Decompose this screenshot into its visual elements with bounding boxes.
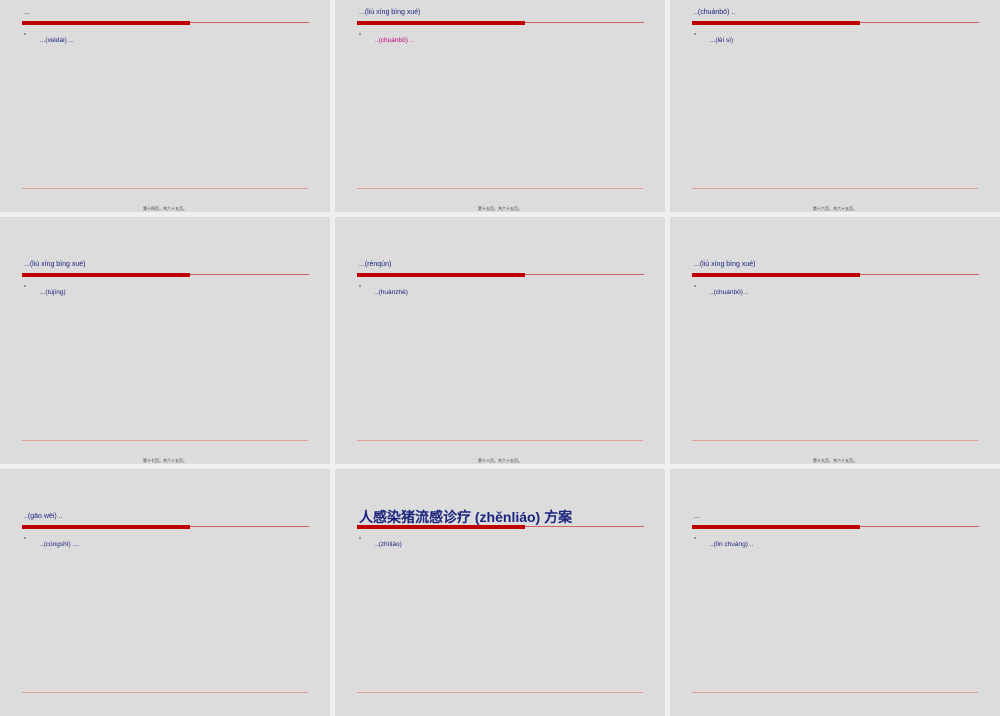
footer-rule (357, 692, 643, 693)
bullet (694, 537, 696, 539)
slide-title: ...(liú xíng bìng xué) (694, 261, 756, 268)
slide-title: ..(chuánbō) .. (694, 9, 736, 16)
title-bar (692, 525, 860, 529)
slide-footer: 第十六页，共六十五页。 (813, 206, 857, 211)
slide-footer: 第十五页，共六十五页。 (478, 206, 522, 211)
slide-footer: 第十四页，共六十五页。 (143, 206, 187, 211)
bullet (24, 33, 26, 35)
title-bar (357, 525, 525, 529)
slide-title: ...(rénqún) (359, 261, 392, 268)
slide-title: 人感染猪流感诊疗 (zhěnliáo) 方案 (359, 509, 573, 525)
slide-body: ..(huànzhě) (375, 289, 408, 296)
title-bar (357, 273, 525, 277)
bullet (24, 537, 26, 539)
slide-thumbnail[interactable]: ... ...(xiédài) ... 第十四页，共六十五页。 (0, 0, 330, 212)
footer-rule (357, 440, 643, 441)
slide-body: ..(chuánbō) .. (375, 37, 414, 44)
slide-body: ...(lèi sì) (710, 37, 734, 44)
slide-title: ...(liú xíng bìng xué) (24, 261, 86, 268)
slide-thumbnail[interactable]: ...(rénqún) ..(huànzhě) 第十八页，共六十五页。 (335, 217, 665, 464)
footer-rule (692, 440, 978, 441)
slide-body: ..(zhìliáo) (375, 541, 402, 548)
title-bar (357, 21, 525, 25)
slide-thumbnail[interactable]: ...(liú xíng bìng xué) ...(tújìng) 第十七页，共六… (0, 217, 330, 464)
title-bar (22, 21, 190, 25)
title-bar (22, 525, 190, 529)
slide-title: ... (24, 9, 30, 16)
slide-thumbnail[interactable]: 人感染猪流感诊疗 (zhěnliáo) 方案 ..(zhìliáo) (335, 469, 665, 716)
slide-thumbnail[interactable]: ...(liú xíng bìng xué) ..(chuánbō) .. 第十五页… (335, 0, 665, 212)
slide-thumbnail[interactable]: ...(liú xíng bìng xué) ..(chuánbō) .. 第十九页… (670, 217, 1000, 464)
bullet (24, 285, 26, 287)
slide-body: ...(xiédài) ... (40, 37, 74, 44)
title-bar (22, 273, 190, 277)
slide-body: ..(lín chuáng) .. (710, 541, 754, 548)
title-bar (692, 21, 860, 25)
slide-body: ..(cóngshì) .... (40, 541, 80, 548)
slide-body: ...(tújìng) (40, 289, 66, 296)
footer-rule (692, 188, 978, 189)
footer-rule (692, 692, 978, 693)
slide-title: ... (694, 513, 700, 520)
footer-rule (22, 440, 308, 441)
slide-thumbnail[interactable]: ..(gāo wēi) .. ..(cóngshì) .... (0, 469, 330, 716)
bullet (694, 285, 696, 287)
bullet (359, 33, 361, 35)
slide-title: ..(gāo wēi) .. (24, 513, 63, 520)
footer-rule (22, 692, 308, 693)
bullet (694, 33, 696, 35)
slide-footer: 第十七页，共六十五页。 (143, 458, 187, 463)
slide-footer: 第十九页，共六十五页。 (813, 458, 857, 463)
bullet (359, 537, 361, 539)
bullet (359, 285, 361, 287)
slide-thumbnail[interactable]: ..(chuánbō) .. ...(lèi sì) 第十六页，共六十五页。 (670, 0, 1000, 212)
footer-rule (22, 188, 308, 189)
title-bar (692, 273, 860, 277)
slide-body: ..(chuánbō) .. (710, 289, 749, 296)
footer-rule (357, 188, 643, 189)
slide-thumbnail[interactable]: ... ..(lín chuáng) .. (670, 469, 1000, 716)
slide-title: ...(liú xíng bìng xué) (359, 9, 421, 16)
slide-footer: 第十八页，共六十五页。 (478, 458, 522, 463)
